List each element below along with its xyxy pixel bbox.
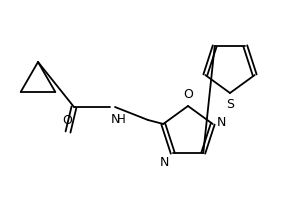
Text: N: N	[217, 116, 226, 129]
Text: N: N	[159, 156, 169, 169]
Text: N: N	[111, 113, 120, 126]
Text: S: S	[226, 98, 234, 111]
Text: O: O	[183, 88, 193, 101]
Text: H: H	[117, 113, 126, 126]
Text: O: O	[62, 114, 72, 127]
